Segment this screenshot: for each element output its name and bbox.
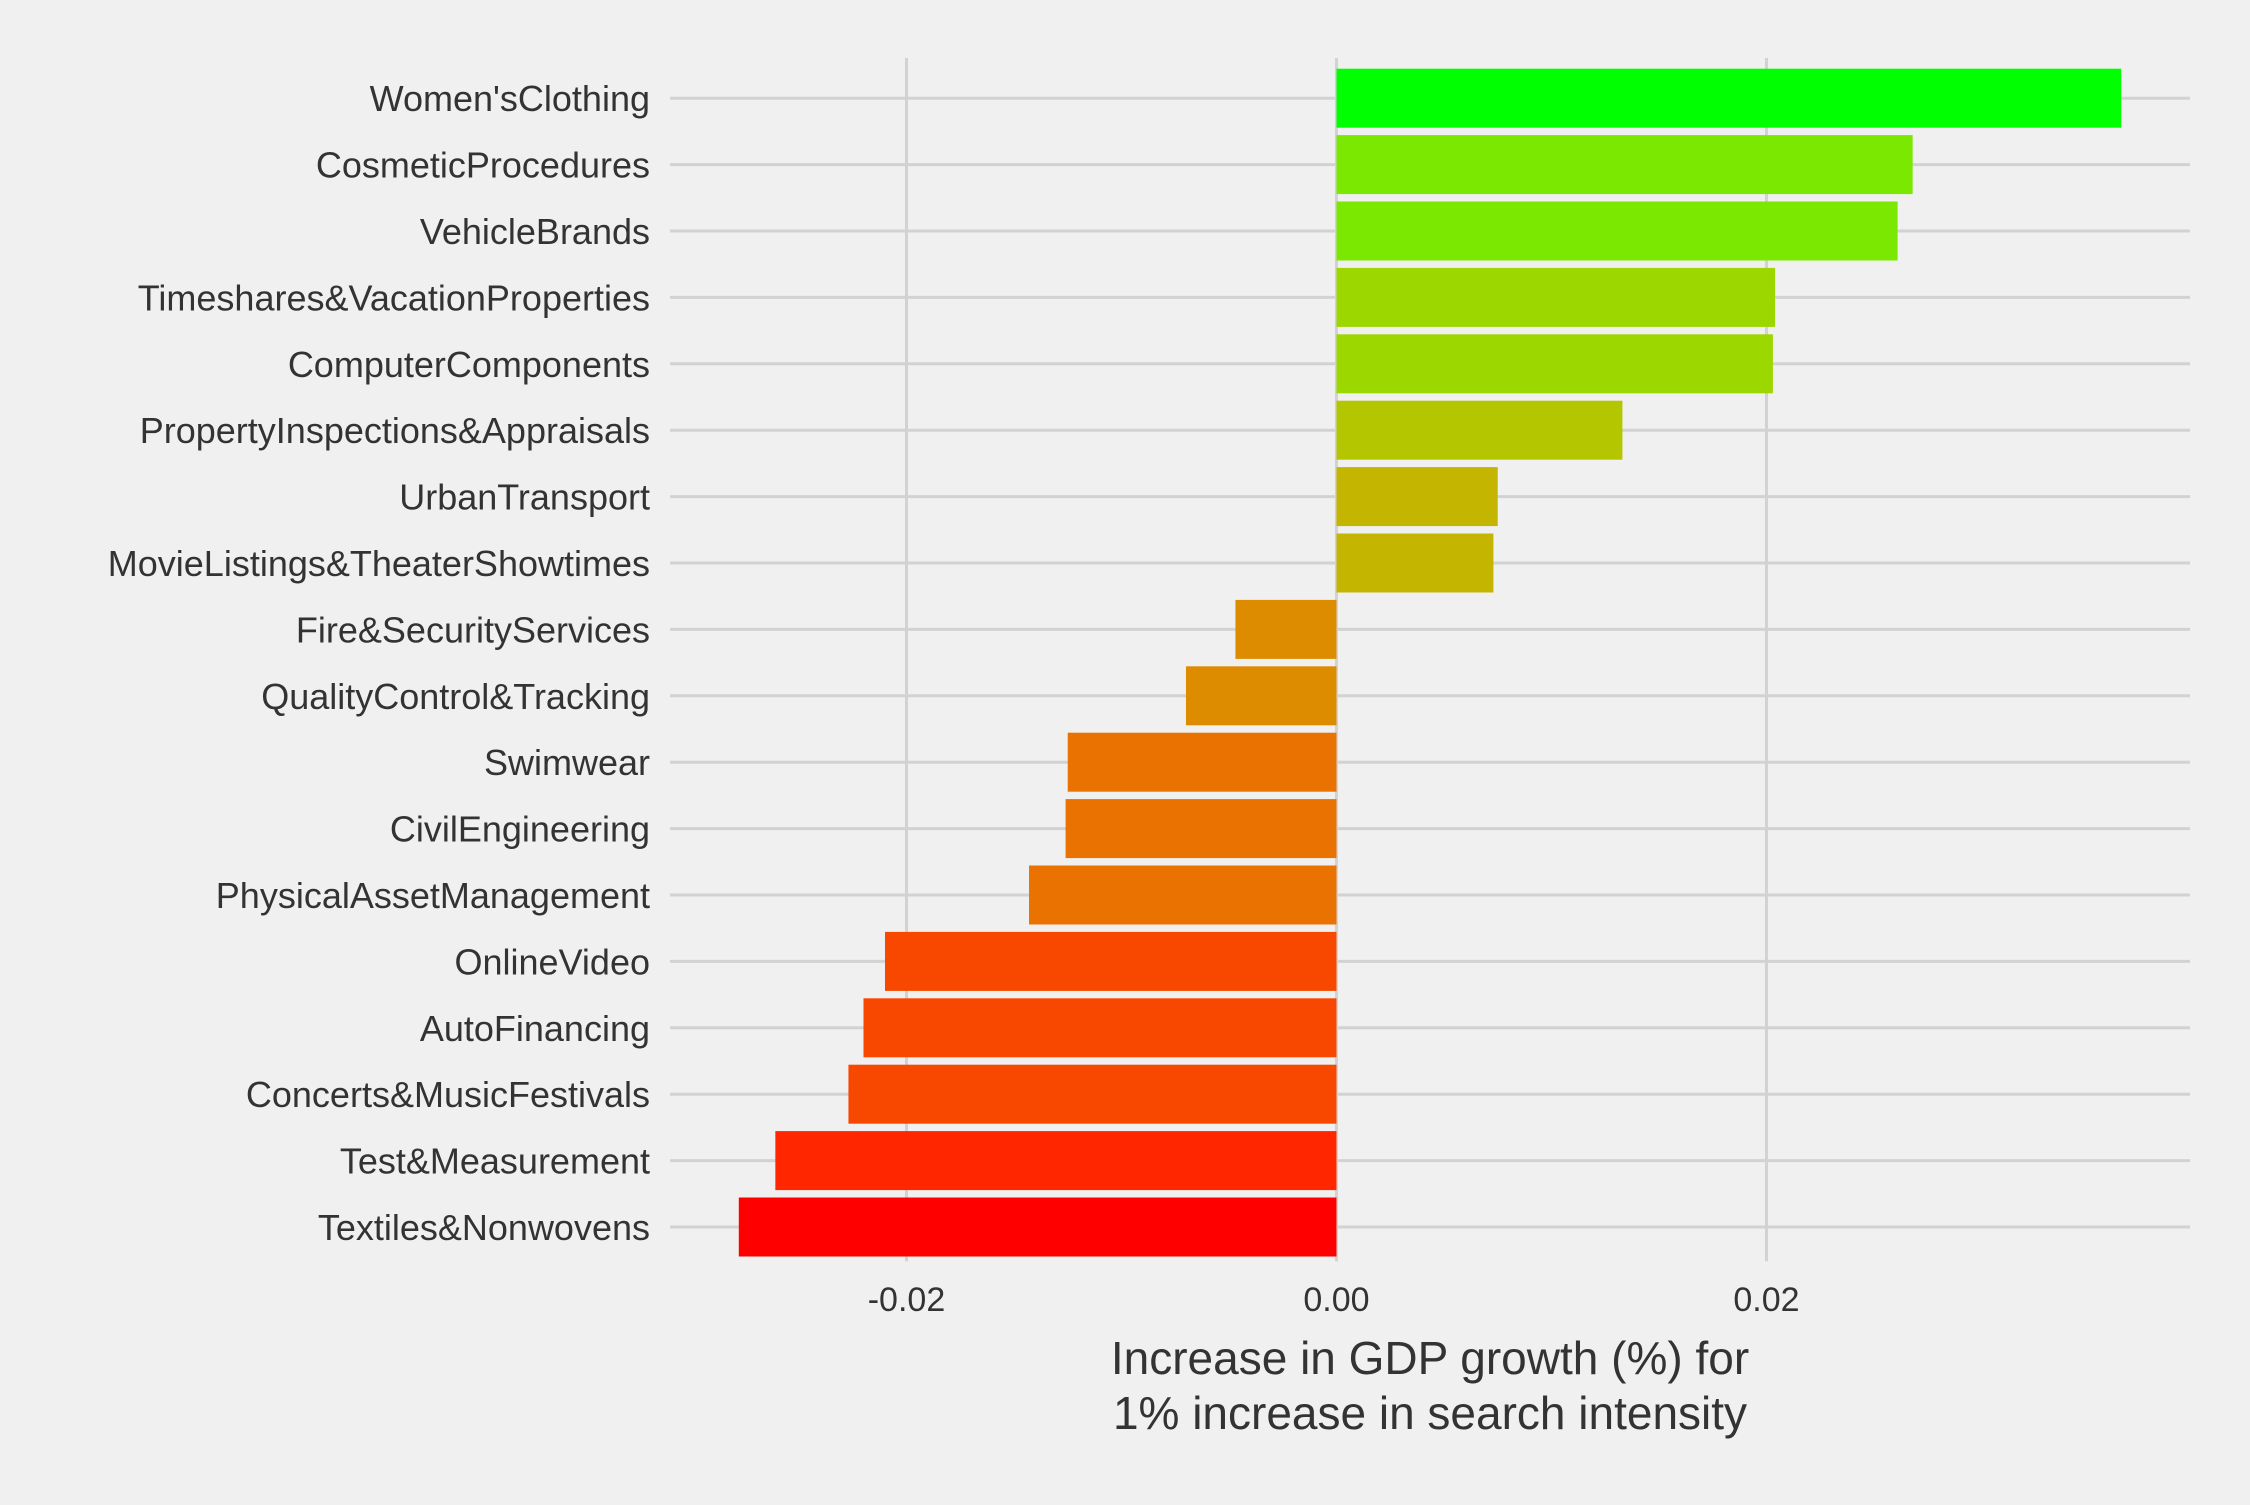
bar xyxy=(1336,334,1773,394)
bar xyxy=(1336,135,1913,195)
bar xyxy=(1336,68,2122,128)
bar xyxy=(775,1131,1337,1191)
category-label: Test&Measurement xyxy=(340,1141,650,1182)
bar xyxy=(1185,666,1337,726)
category-label: Swimwear xyxy=(484,742,650,783)
category-label: CosmeticProcedures xyxy=(316,145,650,186)
category-label: OnlineVideo xyxy=(455,941,651,982)
category-labels: Women'sClothing CosmeticProcedures Vehicle… xyxy=(108,78,650,1248)
category-label: MovieListings&TheaterShowtimes xyxy=(108,543,650,584)
category-label: AutoFinancing xyxy=(420,1008,650,1049)
category-label: Concerts&MusicFestivals xyxy=(246,1074,650,1115)
bar xyxy=(848,1064,1337,1124)
bar xyxy=(1336,400,1623,460)
category-label: ComputerComponents xyxy=(288,344,650,385)
bar xyxy=(1065,799,1337,859)
bar xyxy=(863,998,1337,1058)
bar xyxy=(1336,533,1494,593)
x-tick-labels: -0.02 0.00 0.02 xyxy=(868,1281,1800,1319)
x-axis-title-line-2: 1% increase in search intensity xyxy=(1113,1387,1747,1439)
x-tick-label: 0.00 xyxy=(1303,1281,1369,1319)
x-tick-label: -0.02 xyxy=(868,1281,946,1319)
category-label: VehicleBrands xyxy=(420,211,650,252)
bar xyxy=(1336,201,1898,261)
category-label: Fire&SecurityServices xyxy=(296,609,650,650)
bar xyxy=(1029,865,1337,925)
category-label: UrbanTransport xyxy=(399,477,650,518)
category-label: QualityControl&Tracking xyxy=(261,676,650,717)
bar xyxy=(738,1197,1337,1257)
bar xyxy=(1067,732,1337,792)
category-label: PhysicalAssetManagement xyxy=(216,875,650,916)
category-label: Women'sClothing xyxy=(370,78,650,119)
x-tick-label: 0.02 xyxy=(1733,1281,1799,1319)
category-label: PropertyInspections&Appraisals xyxy=(140,410,650,451)
x-axis-title-line-1: Increase in GDP growth (%) for xyxy=(1111,1332,1749,1384)
x-axis-title: Increase in GDP growth (%) for 1% increa… xyxy=(1111,1332,1749,1439)
bars xyxy=(738,68,2122,1257)
bar xyxy=(1336,267,1776,327)
category-label: CivilEngineering xyxy=(390,809,650,850)
bar xyxy=(884,931,1337,991)
bar xyxy=(1336,467,1498,527)
category-label: Textiles&Nonwovens xyxy=(318,1207,650,1248)
bar xyxy=(1235,599,1337,659)
category-label: Timeshares&VacationProperties xyxy=(138,277,650,318)
